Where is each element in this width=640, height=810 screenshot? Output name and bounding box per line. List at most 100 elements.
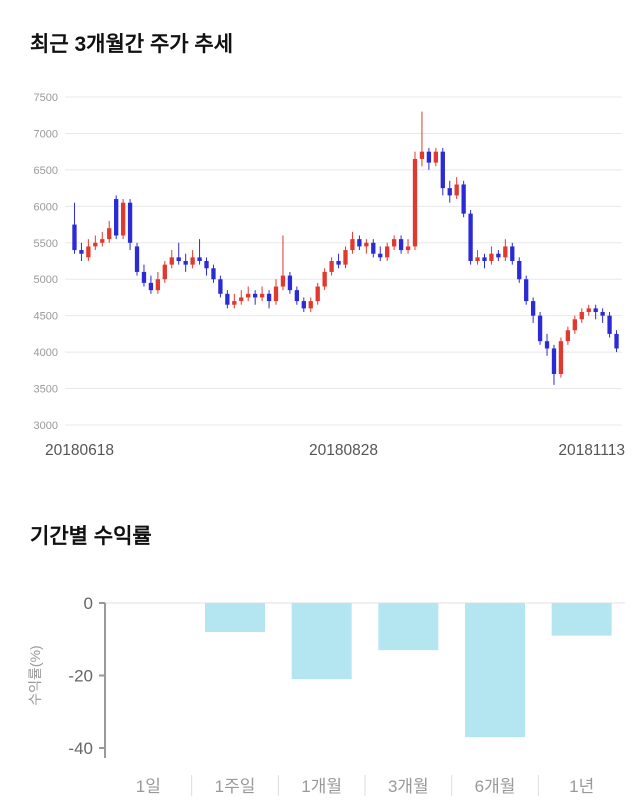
candle-body <box>190 257 195 265</box>
candle-body <box>197 257 202 261</box>
candle-body <box>496 253 501 258</box>
y-tick-label: -20 <box>68 667 93 686</box>
y-tick-label: 5500 <box>34 238 58 250</box>
candle-body <box>148 282 154 291</box>
x-category-label: 1년 <box>569 777 594 796</box>
x-category-label: 3개월 <box>388 777 429 796</box>
x-axis-label: 20180828 <box>309 442 378 459</box>
return-bar <box>465 603 525 738</box>
candle-body <box>211 268 216 280</box>
y-tick-label: 3500 <box>34 384 58 396</box>
y-tick-label: 7500 <box>34 92 58 104</box>
candle-body <box>294 290 300 302</box>
candle-body <box>482 257 487 261</box>
candle-body <box>127 202 133 243</box>
candle-body <box>378 253 383 258</box>
candle-body <box>183 261 188 265</box>
x-axis-label: 20180618 <box>45 442 114 459</box>
candle-body <box>322 271 327 287</box>
candle-body <box>468 213 473 261</box>
candle-body <box>503 246 508 258</box>
y-tick-label: 6000 <box>34 201 58 213</box>
candle-body <box>100 239 105 243</box>
candle-body <box>253 293 258 298</box>
candle-body <box>114 199 119 236</box>
candle-body <box>364 242 369 247</box>
y-tick-label: 5000 <box>34 274 58 286</box>
candle-body <box>350 239 355 251</box>
candle-body <box>329 261 334 272</box>
return-bar <box>291 603 352 680</box>
candle-body <box>405 246 411 251</box>
candle-body <box>391 239 397 247</box>
candle-body <box>93 242 98 247</box>
candle-body <box>565 330 571 342</box>
y-axis-title: 수익률(%) <box>27 645 43 705</box>
candle-body <box>454 184 459 196</box>
candle-body <box>398 239 404 251</box>
candle-body <box>315 286 320 302</box>
return-bar <box>205 603 265 632</box>
candle-body <box>162 264 167 280</box>
candle-body <box>572 319 577 331</box>
candle-body <box>600 312 605 316</box>
candle-body <box>551 348 557 374</box>
candle-body <box>336 261 341 265</box>
candle-body <box>287 275 293 291</box>
candle-body <box>86 246 91 258</box>
candle-body <box>79 250 84 254</box>
candle-body <box>141 271 147 283</box>
candle-body <box>593 308 598 313</box>
x-category-label: 1개월 <box>301 777 342 796</box>
candle-body <box>385 246 390 258</box>
candle-body <box>475 257 480 261</box>
returns-bar-chart: 0 -20 -40 수익률(%) 1일 1주일 1개월 3개월 6개월 1년 <box>27 594 625 796</box>
candle-body <box>607 315 612 334</box>
candle-body <box>586 308 591 313</box>
candle-body <box>357 239 362 247</box>
candle-body <box>225 293 230 305</box>
x-category-label: 6개월 <box>475 777 516 796</box>
candle-body <box>155 279 161 291</box>
price-chart-title: 최근 3개월간 주가 추세 <box>30 33 234 56</box>
y-tick-label: 0 <box>84 594 93 613</box>
candle-body <box>301 301 306 309</box>
y-tick-label: 3000 <box>34 420 58 432</box>
candle-body <box>412 158 418 247</box>
candle-body <box>426 151 432 163</box>
candle-body <box>530 301 536 316</box>
y-tick-label: 4500 <box>34 311 58 323</box>
y-tick-label: -40 <box>68 739 93 758</box>
candle-body <box>544 341 550 349</box>
candle-body <box>489 253 494 261</box>
candle-body <box>107 228 112 240</box>
candle-body <box>510 246 515 261</box>
candle-body <box>169 257 174 265</box>
candle-body <box>537 315 543 342</box>
y-tick-label: 7000 <box>34 128 58 140</box>
candle-body <box>259 293 265 298</box>
candle-body <box>280 275 286 287</box>
x-category-label: 1주일 <box>215 777 256 796</box>
candle-body <box>134 246 140 272</box>
y-tick-label: 4000 <box>34 347 58 359</box>
y-tick-label: 6500 <box>34 165 58 177</box>
candle-body <box>461 184 466 214</box>
candle-body <box>120 202 126 236</box>
returns-chart-title: 기간별 수익률 <box>30 525 152 548</box>
candle-body <box>239 297 244 302</box>
candle-body <box>558 341 564 374</box>
candle-body <box>72 224 77 251</box>
candle-body <box>246 293 251 298</box>
candle-body <box>308 301 313 309</box>
candle-body <box>440 151 445 189</box>
candle-body <box>343 250 348 265</box>
price-candlestick-chart: 3000 3500 4000 4500 5000 5500 6000 6500 7000 7500… <box>34 92 625 459</box>
candle-body <box>524 279 529 302</box>
candle-body <box>614 333 619 349</box>
return-bar <box>551 603 612 636</box>
candle-body <box>204 261 209 269</box>
candle-body <box>447 188 452 196</box>
candle-body <box>419 151 425 159</box>
candle-body <box>273 286 279 302</box>
